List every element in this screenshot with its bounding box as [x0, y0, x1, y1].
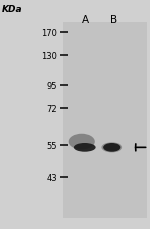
Text: 95: 95: [46, 81, 57, 90]
Text: 130: 130: [41, 52, 57, 61]
Text: 43: 43: [46, 173, 57, 182]
Text: 55: 55: [46, 141, 57, 150]
Text: B: B: [110, 15, 118, 25]
Text: KDa: KDa: [2, 5, 22, 14]
Ellipse shape: [101, 143, 122, 153]
Ellipse shape: [74, 143, 96, 152]
Text: A: A: [82, 15, 89, 25]
Text: 72: 72: [46, 104, 57, 113]
Text: 170: 170: [41, 29, 57, 38]
Ellipse shape: [69, 134, 95, 150]
Bar: [63, 23, 147, 218]
Ellipse shape: [103, 143, 120, 152]
